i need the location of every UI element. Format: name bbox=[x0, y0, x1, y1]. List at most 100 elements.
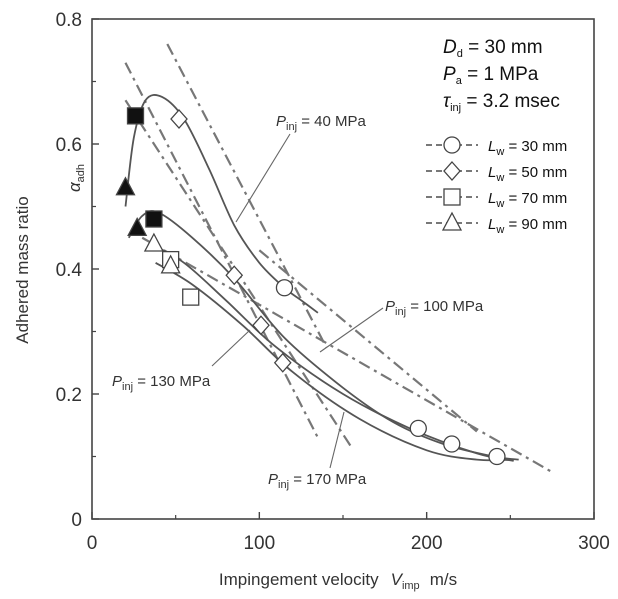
circle-marker bbox=[409, 419, 427, 438]
condition-2: τinj = 3.2 msec bbox=[443, 91, 560, 114]
diamond-marker bbox=[252, 315, 270, 336]
annotation-1-text: = 100 MPa bbox=[406, 298, 484, 315]
x-tick-label: 0 bbox=[87, 533, 98, 554]
legend-diamond-marker bbox=[443, 161, 461, 181]
legend-label-2-symbol: L bbox=[488, 190, 496, 207]
legend-label-2-sub: w bbox=[495, 198, 504, 210]
legend-label-0-sub: w bbox=[495, 146, 504, 158]
legend-label-0-symbol: L bbox=[488, 138, 496, 155]
y-tick-label: 0.6 bbox=[56, 135, 82, 156]
legend-triangle-marker bbox=[441, 211, 463, 231]
annotation-2-symbol: P bbox=[112, 373, 122, 390]
triangle-marker bbox=[160, 254, 181, 274]
annotation-leader bbox=[319, 307, 384, 353]
legend-label-1-text: = 50 mm bbox=[504, 164, 567, 181]
square-marker bbox=[145, 210, 163, 228]
x-tick-label: 300 bbox=[578, 533, 610, 554]
annotation-leaders bbox=[211, 133, 384, 469]
annotation-3-sub: inj bbox=[278, 479, 289, 491]
annotation-0-symbol: P bbox=[276, 113, 286, 130]
condition-0: Dd = 30 mm bbox=[443, 37, 543, 60]
square-marker bbox=[182, 288, 200, 306]
legend-label-3-sub: w bbox=[495, 224, 504, 236]
x-axis-label: Impingement velocity Vimp m/s bbox=[219, 570, 457, 592]
condition-0-symbol: D bbox=[443, 37, 457, 58]
legend-label-1-symbol: L bbox=[488, 164, 496, 181]
y-tick-label: 0.8 bbox=[56, 10, 82, 31]
conditions-box: Dd = 30 mm Pa = 1 MPa τinj = 3.2 msec bbox=[443, 37, 560, 114]
x-tick-label: 200 bbox=[411, 533, 443, 554]
x-axis-symbol-sub: imp bbox=[402, 580, 420, 592]
fit-line bbox=[166, 43, 328, 348]
y-axis-symbol: α bbox=[65, 181, 84, 192]
annotation-0-sub: inj bbox=[286, 121, 297, 133]
pressure-curve bbox=[150, 243, 514, 462]
diamond-marker bbox=[170, 109, 188, 129]
condition-2-symbol: τ bbox=[443, 91, 452, 112]
circle-marker bbox=[443, 435, 461, 453]
condition-0-sub: d bbox=[457, 48, 463, 60]
annotation-2: Pinj = 130 MPa bbox=[112, 373, 211, 393]
condition-2-sub: inj bbox=[450, 102, 461, 114]
data-markers bbox=[115, 107, 506, 466]
diamond-marker bbox=[225, 265, 244, 286]
legend-label-3: Lw = 90 mm bbox=[488, 216, 567, 236]
condition-0-text: = 30 mm bbox=[463, 37, 543, 58]
legend-square-marker bbox=[443, 188, 461, 206]
x-tick-label: 100 bbox=[243, 533, 275, 554]
y-axis-title: Adhered mass ratio bbox=[13, 196, 32, 343]
fit-line bbox=[141, 236, 553, 474]
pressure-curves bbox=[124, 94, 519, 462]
annotation-3: Pinj = 170 MPa bbox=[268, 471, 367, 491]
legend-label-0-text: = 30 mm bbox=[504, 138, 567, 155]
condition-1-symbol: P bbox=[443, 64, 456, 85]
fit-line bbox=[124, 62, 319, 439]
legend-label-0: Lw = 30 mm bbox=[488, 138, 567, 158]
y-axis-label: Adhered mass ratio bbox=[13, 196, 32, 343]
triangle-marker bbox=[115, 176, 136, 196]
annotation-1-symbol: P bbox=[385, 298, 395, 315]
annotation-3-text: = 170 MPa bbox=[289, 471, 367, 488]
legend-label-1: Lw = 50 mm bbox=[488, 164, 567, 184]
triangle-marker bbox=[143, 232, 164, 252]
annotation-1-sub: inj bbox=[395, 306, 406, 318]
annotation-leader bbox=[211, 329, 251, 367]
legend-label-3-symbol: L bbox=[488, 216, 496, 233]
condition-1: Pa = 1 MPa bbox=[443, 64, 539, 87]
y-tick-label: 0.2 bbox=[56, 385, 82, 406]
condition-2-text: = 3.2 msec bbox=[461, 91, 560, 112]
y-axis-symbol-label: αadh bbox=[65, 164, 87, 192]
annotation-leader bbox=[329, 411, 345, 469]
diamond-marker bbox=[273, 352, 292, 373]
pressure-curve bbox=[155, 262, 514, 462]
pressure-curve bbox=[128, 210, 519, 461]
axis-ticks: 0 100 200 300 0 0.2 0.4 0.6 0.8 bbox=[56, 10, 610, 554]
annotation-leader bbox=[235, 133, 291, 223]
condition-1-sub: a bbox=[456, 75, 463, 87]
annotation-0-text: = 40 MPa bbox=[297, 113, 366, 130]
y-tick-label: 0 bbox=[71, 510, 82, 531]
legend-label-3-text: = 90 mm bbox=[504, 216, 567, 233]
legend-circle-marker bbox=[443, 136, 461, 154]
circle-marker bbox=[488, 447, 506, 466]
circle-marker bbox=[275, 279, 294, 297]
annotation-2-sub: inj bbox=[122, 381, 133, 393]
x-axis-unit: m/s bbox=[430, 570, 457, 589]
legend-label-1-sub: w bbox=[495, 172, 504, 184]
annotation-1: Pinj = 100 MPa bbox=[385, 298, 484, 318]
annotation-2-text: = 130 MPa bbox=[133, 373, 211, 390]
y-axis-symbol-sub: adh bbox=[75, 164, 87, 182]
square-marker bbox=[126, 107, 145, 125]
x-axis-title: Impingement velocity bbox=[219, 570, 379, 589]
condition-1-text: = 1 MPa bbox=[462, 64, 539, 85]
triangle-marker bbox=[127, 216, 148, 237]
annotation-3-symbol: P bbox=[268, 471, 278, 488]
annotation-0: Pinj = 40 MPa bbox=[276, 113, 366, 133]
x-axis-symbol: V bbox=[391, 570, 404, 589]
fit-line bbox=[258, 249, 478, 433]
legend-label-2-text: = 70 mm bbox=[504, 190, 567, 207]
y-tick-label: 0.4 bbox=[56, 260, 83, 281]
